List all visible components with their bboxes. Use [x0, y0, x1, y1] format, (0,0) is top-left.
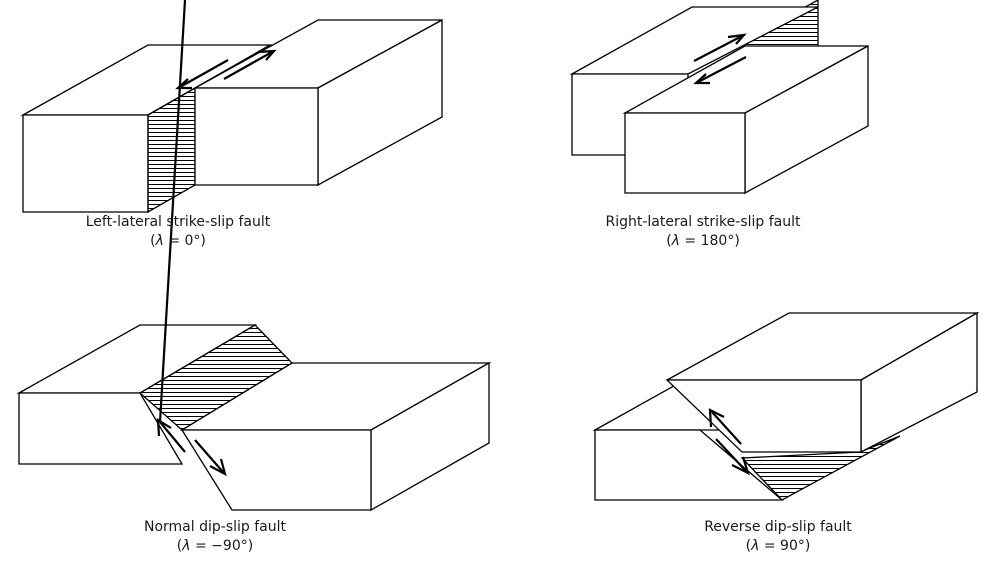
lambda-symbol: λ: [751, 538, 760, 554]
lambda-value: = 0°: [163, 233, 201, 249]
caption-lambda: (λ = 180°): [666, 233, 740, 249]
left-block-front: [22, 114, 149, 213]
lambda-value: = −90°: [190, 538, 248, 554]
hanging-wall-front: [665, 379, 862, 453]
lambda-value: = 180°: [679, 233, 735, 249]
reverse-dip-slip-block-diagram: [592, 311, 980, 501]
caption-lambda: (λ = −90°): [176, 538, 254, 554]
caption-lambda: (λ = 90°): [745, 538, 811, 554]
footwall-front: [18, 392, 184, 465]
slip-arrows: [708, 408, 750, 476]
right-block-front: [194, 87, 319, 186]
left-lateral-block-diagram: [20, 18, 443, 214]
lambda-value: = 90°: [759, 538, 805, 554]
right-lateral-block-diagram: [569, 0, 869, 195]
caption-title: Right-lateral strike-slip fault: [605, 214, 801, 230]
slip-arrows: [156, 0, 227, 477]
slip-arrows: [175, 49, 277, 90]
slip-arrows: [693, 33, 747, 85]
caption-lambda: (λ = 0°): [150, 233, 206, 249]
caption-title: Left-lateral strike-slip fault: [85, 214, 271, 230]
lambda-symbol: λ: [182, 538, 191, 554]
lambda-symbol: λ: [155, 233, 164, 249]
fault-plane-hatched: [138, 324, 294, 431]
hanging-wall-front: [180, 429, 372, 511]
lambda-symbol: λ: [671, 233, 680, 249]
caption-title: Normal dip-slip fault: [144, 519, 286, 535]
right-block-front: [624, 112, 746, 194]
normal-dip-slip-block-diagram: [16, 0, 492, 512]
caption-title: Reverse dip-slip fault: [704, 519, 852, 535]
